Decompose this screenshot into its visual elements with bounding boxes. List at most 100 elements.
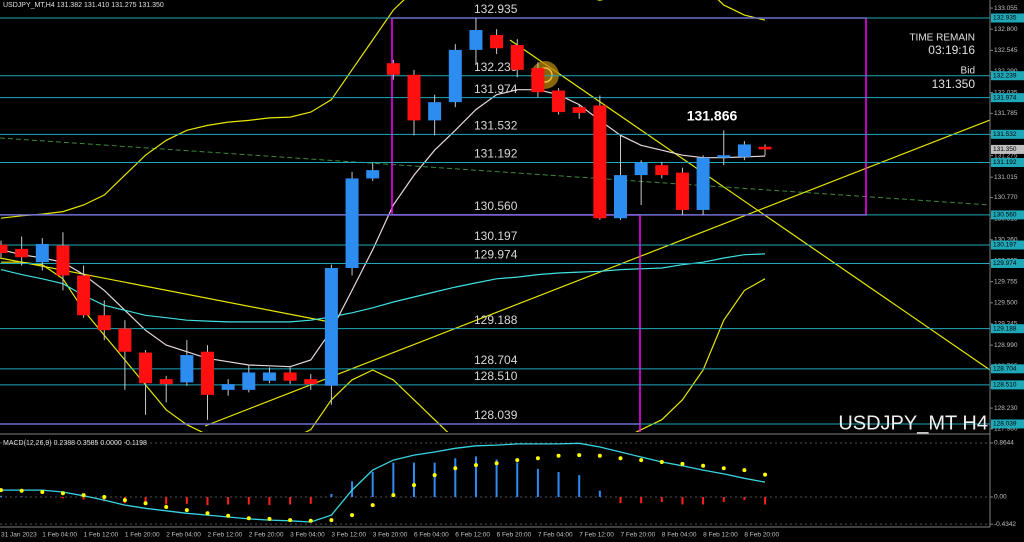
signal-dot: [721, 466, 726, 471]
signal-dot: [370, 503, 375, 508]
signal-dot: [556, 453, 561, 458]
y-tick-label: 133.055: [994, 5, 1018, 12]
signal-dot: [288, 518, 293, 523]
candle-body: [97, 315, 111, 331]
level-box-label: 132.239: [993, 72, 1017, 79]
signal-dot: [515, 458, 520, 463]
level-label: 128.510: [474, 369, 518, 383]
signal-dot: [639, 458, 644, 463]
level-box-label: 131.532: [993, 131, 1017, 138]
candle-body: [366, 170, 380, 179]
candle-body: [201, 351, 214, 395]
signal-dot: [308, 518, 313, 523]
x-tick-label: 7 Feb 04:00: [538, 532, 573, 539]
signal-dot: [40, 490, 45, 494]
level-box-label: 128.704: [993, 366, 1017, 373]
histogram-bar: [557, 472, 560, 497]
level-label: 131.192: [474, 147, 518, 161]
x-tick-label: 2 Feb 20:00: [249, 532, 284, 539]
histogram-bar: [619, 497, 622, 504]
macd-signal: 0.3585: [77, 440, 99, 447]
x-tick-label: 8 Feb 12:00: [703, 532, 738, 539]
level-label: 128.704: [474, 353, 518, 367]
signal-dot: [577, 453, 582, 458]
histogram-bar: [185, 497, 188, 504]
signal-dot: [0, 488, 3, 493]
level-box-label: 131.974: [993, 94, 1017, 101]
histogram-bar: [433, 462, 436, 497]
signal-dot: [432, 473, 437, 478]
signal-dot: [494, 461, 499, 466]
level-label: 132.239: [474, 60, 518, 74]
signal-dot: [122, 498, 127, 503]
histogram-bar: [743, 497, 746, 501]
histogram-bar: [702, 497, 705, 505]
candle-body: [593, 105, 607, 219]
y-tick-label: 132.800: [994, 26, 1018, 33]
candle-body: [675, 172, 689, 210]
histogram-bar: [268, 497, 271, 506]
dashed-line: [0, 137, 990, 206]
candle-body: [758, 146, 772, 150]
trend-line: [0, 257, 331, 323]
x-tick-label: 6 Feb 12:00: [455, 532, 490, 539]
histogram-bar: [598, 490, 601, 497]
y-tick-label: -0.4342: [994, 521, 1016, 528]
candle-body: [35, 243, 49, 263]
signal-dot: [742, 468, 747, 473]
bid-price: 131.350: [932, 77, 976, 91]
x-tick-label: 6 Feb 20:00: [497, 532, 532, 539]
histogram-bar: [165, 497, 168, 505]
header-high: 131.410: [84, 2, 109, 9]
level-box-label: 128.039: [993, 421, 1017, 428]
candle-body: [324, 267, 338, 386]
price-panel: 132.935 132.239 131.974 131.532 131.192 130.5…: [0, 0, 990, 432]
signal-dot: [391, 493, 396, 498]
indicator-line: [0, 253, 766, 323]
histogram-bar: [227, 497, 230, 505]
signal-dot: [535, 456, 540, 461]
indicator-line: [1, 261, 766, 432]
symbol: USDJPY_MT,H4: [3, 2, 55, 9]
signal-dot: [412, 483, 416, 488]
candle-body: [77, 275, 91, 316]
signal-dot: [81, 493, 86, 498]
candle-body: [428, 102, 442, 121]
y-tick-label: 129.245: [994, 321, 1018, 328]
signal-dot: [246, 516, 251, 521]
level-box: [991, 71, 1024, 81]
candle-body: [262, 372, 276, 381]
candle-body: [56, 245, 70, 276]
macd-line: [1, 442, 766, 523]
level-box: [991, 380, 1024, 390]
level-box: [991, 324, 1024, 334]
level-box-label: 129.188: [993, 325, 1017, 332]
candle-body: [180, 355, 194, 383]
level-label: 128.039: [474, 408, 518, 422]
histogram-bar: [495, 459, 498, 497]
signal-dot: [19, 488, 24, 493]
level-label: 129.974: [474, 248, 518, 262]
histogram-bar: [764, 497, 767, 505]
candle-body: [552, 90, 566, 113]
signal-dot: [143, 501, 148, 506]
x-tick-label: 3 Feb 04:00: [290, 532, 325, 539]
level-label: 131.532: [474, 118, 518, 132]
histogram-bar: [413, 462, 415, 497]
histogram-bar: [82, 497, 85, 500]
x-tick-label: 2 Feb 04:00: [166, 532, 201, 539]
level-box-label: 128.510: [993, 382, 1017, 389]
signal-dot: [680, 461, 685, 466]
y-tick-label: 130.770: [994, 194, 1018, 201]
histogram-bar: [640, 497, 643, 504]
price-annotation: 131.866: [687, 107, 738, 123]
histogram-bar: [722, 497, 725, 502]
level-box-label: 129.974: [993, 260, 1017, 267]
candle-body: [469, 30, 483, 50]
signal-dot: [164, 505, 169, 509]
x-tick-label: 7 Feb 12:00: [579, 532, 614, 539]
histogram-bar: [516, 462, 519, 497]
time-remain: 03:19:16: [928, 43, 975, 57]
